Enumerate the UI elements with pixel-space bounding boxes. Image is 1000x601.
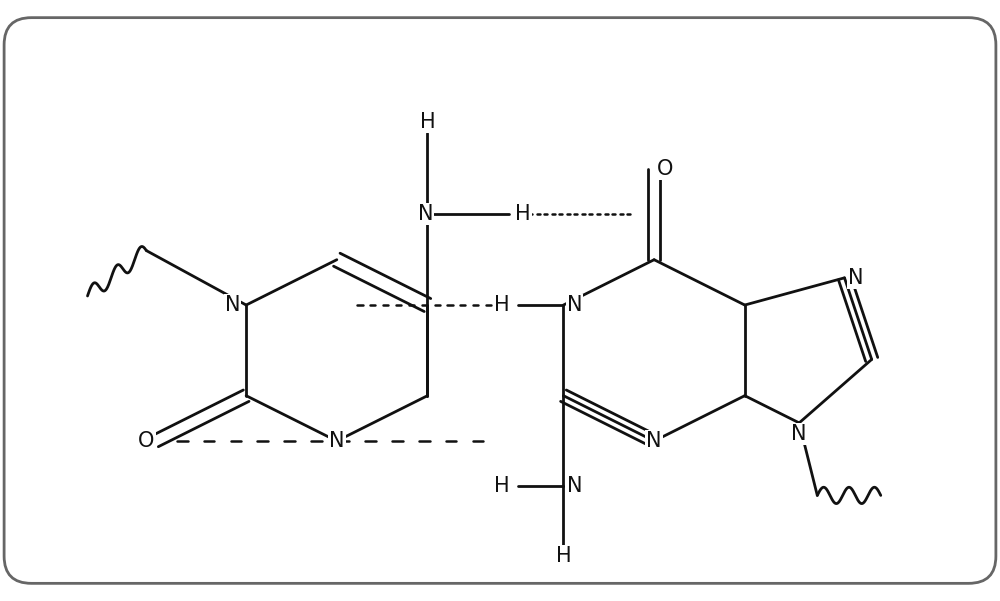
Text: O: O <box>657 159 673 179</box>
Text: N: N <box>646 431 662 451</box>
Text: H: H <box>556 546 571 566</box>
Text: H: H <box>494 295 510 315</box>
Text: O: O <box>138 431 155 451</box>
FancyBboxPatch shape <box>4 17 996 584</box>
Text: H: H <box>494 477 510 496</box>
Text: N: N <box>567 477 582 496</box>
Text: N: N <box>791 424 807 444</box>
Text: H: H <box>515 204 530 224</box>
Text: N: N <box>418 204 433 224</box>
Text: N: N <box>567 295 582 315</box>
Text: N: N <box>329 431 345 451</box>
Text: N: N <box>848 268 863 288</box>
Text: H: H <box>420 112 435 132</box>
Text: N: N <box>225 295 240 315</box>
